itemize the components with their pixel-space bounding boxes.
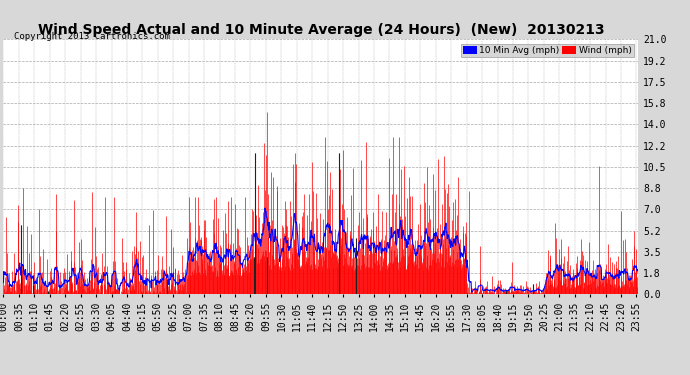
Legend: 10 Min Avg (mph), Wind (mph): 10 Min Avg (mph), Wind (mph): [461, 44, 633, 57]
Title: Wind Speed Actual and 10 Minute Average (24 Hours)  (New)  20130213: Wind Speed Actual and 10 Minute Average …: [37, 23, 604, 37]
Text: Copyright 2013 Cartronics.com: Copyright 2013 Cartronics.com: [14, 32, 170, 41]
